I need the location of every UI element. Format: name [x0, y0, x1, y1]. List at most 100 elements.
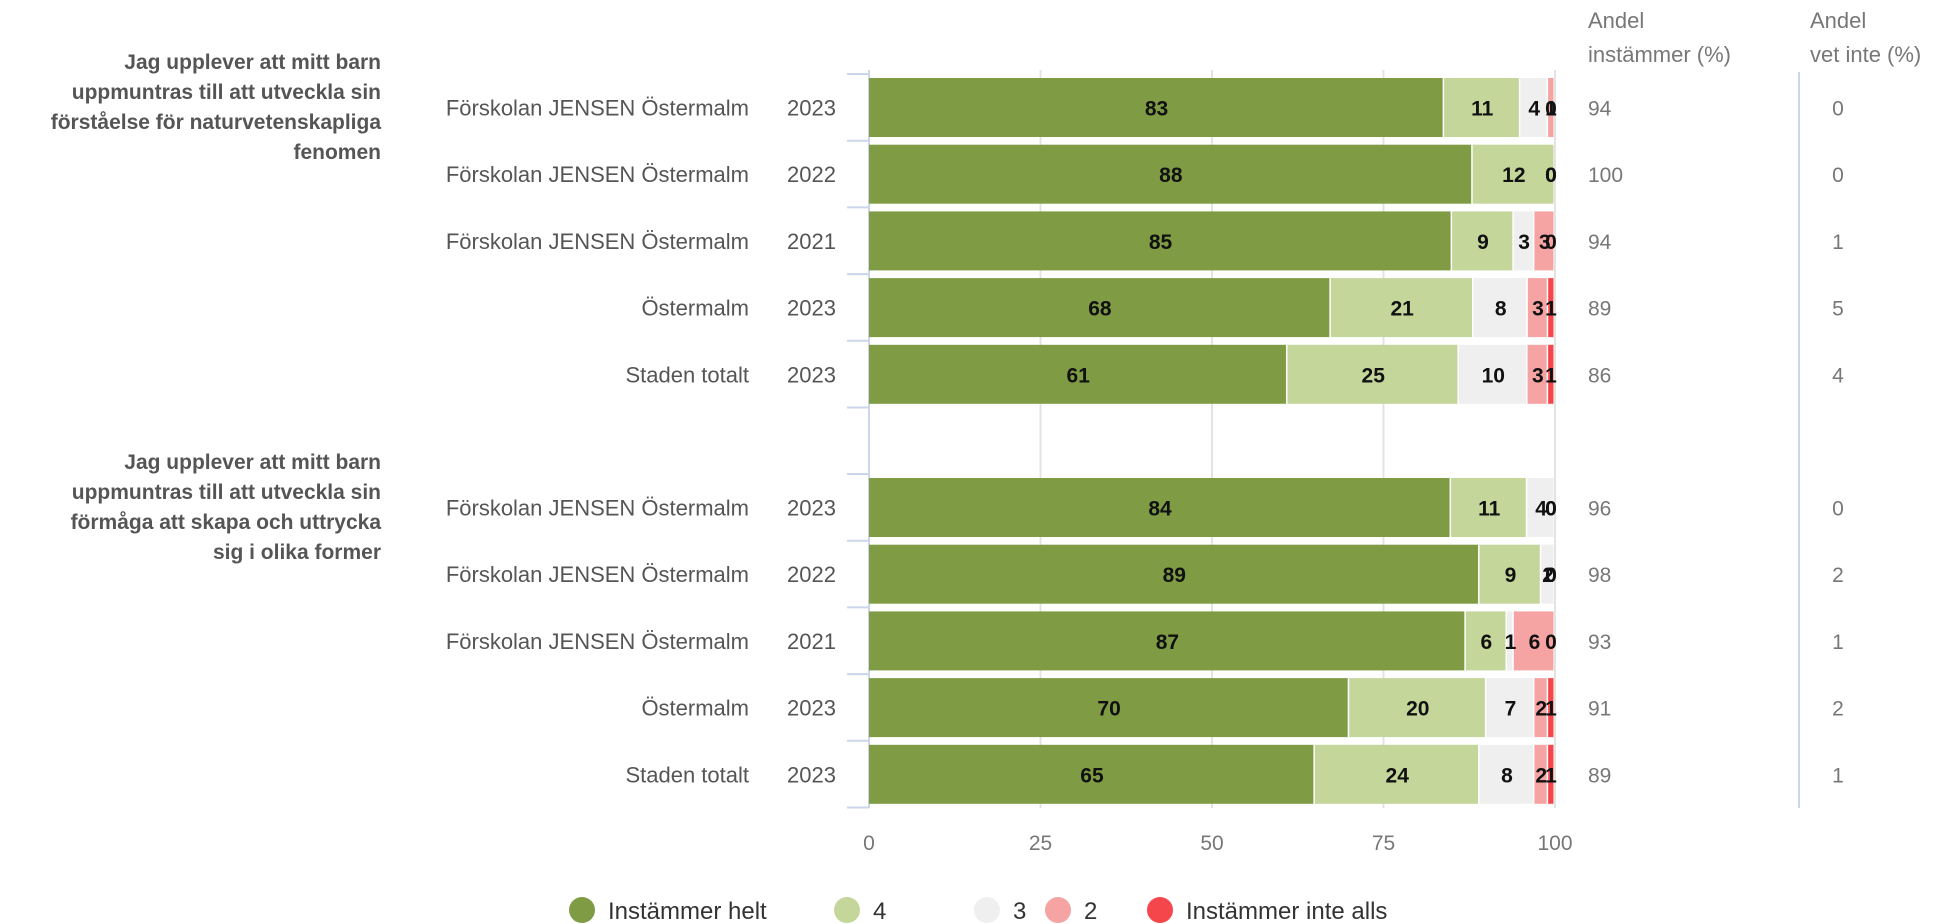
agree-percent: 89: [1588, 298, 1611, 321]
bar-segment-instämmer-inte-alls: [1548, 344, 1554, 404]
row-label: Förskolan JENSEN Östermalm: [446, 229, 749, 254]
bar-segment-2: [1548, 78, 1554, 137]
legend-label: Instämmer helt: [608, 898, 767, 924]
x-tick-label-25: 25: [1029, 832, 1052, 855]
question-title-line: förmåga att skapa och uttrycka: [71, 511, 382, 534]
question-title-line: Jag upplever att mitt barn: [124, 51, 381, 74]
agree-percent: 93: [1588, 631, 1611, 654]
segment-value-label: 0: [1545, 98, 1557, 121]
row-label: Staden totalt: [625, 362, 749, 387]
segment-value-label: 2: [1535, 764, 1547, 787]
row-year: 2022: [787, 162, 836, 187]
bar-segment-2: [1534, 678, 1547, 738]
row-label: Östermalm: [641, 296, 749, 321]
legend-item-instämmer-inte-alls[interactable]: Instämmer inte alls: [1147, 897, 1387, 924]
dontknow-percent: 1: [1832, 231, 1844, 254]
bar-segment-4: [1465, 611, 1506, 671]
segment-value-label: 1: [1545, 298, 1557, 321]
segment-value-label: 70: [1097, 698, 1120, 721]
segment-value-label: 65: [1080, 764, 1104, 787]
segment-value-label: 0: [1545, 164, 1557, 187]
segment-value-label: 11: [1478, 498, 1501, 521]
bar-segment-instämmer-inte-alls: [1548, 278, 1554, 338]
bar-segment-4: [1451, 478, 1526, 537]
segment-value-label: 1: [1545, 764, 1557, 787]
segment-value-label: 24: [1386, 764, 1410, 787]
bar-segment-3: [1458, 344, 1527, 404]
x-tick-label-50: 50: [1200, 832, 1223, 855]
segment-value-label: 85: [1149, 231, 1173, 254]
dontknow-percent: 5: [1832, 298, 1844, 321]
bar-segment-instämmer-helt: [869, 278, 1330, 338]
question-title-line: Jag upplever att mitt barn: [124, 451, 381, 474]
legend-label: Instämmer inte alls: [1186, 898, 1387, 924]
bar-segment-instämmer-inte-alls: [1548, 744, 1554, 804]
legend-marker: [569, 897, 595, 923]
legend-marker: [1045, 897, 1071, 923]
dontknow-percent: 4: [1832, 364, 1844, 387]
segment-value-label: 20: [1406, 698, 1429, 721]
bar-segment-instämmer-helt: [869, 544, 1479, 604]
bar-segment-instämmer-helt: [869, 744, 1314, 804]
segment-value-label: 84: [1148, 498, 1172, 521]
agree-percent: 94: [1588, 231, 1612, 254]
dontknow-percent: 1: [1832, 764, 1844, 787]
agree-percent: 91: [1588, 698, 1611, 721]
dontknow-percent: 2: [1832, 564, 1844, 587]
bar-segment-4: [1287, 344, 1458, 404]
bar-segment-2: [1527, 278, 1547, 338]
legend-item-instämmer-helt[interactable]: Instämmer helt: [569, 897, 767, 924]
bar-segment-4: [1472, 144, 1554, 204]
legend-item-4[interactable]: 4: [834, 897, 886, 924]
segment-value-label: 6: [1529, 631, 1541, 654]
legend-label: 3: [1013, 898, 1026, 924]
row-year: 2023: [787, 96, 836, 121]
x-tick-label-100: 100: [1537, 832, 1572, 855]
segment-value-label: 0: [1545, 498, 1557, 521]
segment-value-label: 8: [1495, 298, 1507, 321]
legend[interactable]: Instämmer helt 4 3 2 Instämmer inte alls: [569, 897, 1387, 924]
bar-segment-4: [1330, 278, 1472, 338]
row-year: 2023: [787, 696, 836, 721]
segment-value-label: 87: [1156, 631, 1179, 654]
dontknow-header-line: vet inte (%): [1810, 42, 1921, 67]
dontknow-percent: 2: [1832, 698, 1844, 721]
dontknow-percent: 1: [1832, 631, 1844, 654]
segment-value-label: 1: [1505, 631, 1517, 654]
row-year: 2023: [787, 496, 836, 521]
row-label: Förskolan JENSEN Östermalm: [446, 562, 749, 587]
bar-segment-2: [1527, 344, 1547, 404]
question-title-line: sig i olika former: [213, 541, 381, 564]
segment-value-label: 25: [1362, 364, 1386, 387]
dontknow-percent: 0: [1832, 164, 1844, 187]
bars-layer: [869, 78, 1554, 804]
bar-segment-3: [1473, 278, 1527, 338]
row-label: Östermalm: [641, 696, 749, 721]
row-label: Förskolan JENSEN Östermalm: [446, 496, 749, 521]
agree-header-line: instämmer (%): [1588, 42, 1731, 67]
segment-value-label: 0: [1545, 231, 1557, 254]
row-year: 2023: [787, 296, 836, 321]
bar-segment-4: [1349, 678, 1485, 738]
segment-value-label: 8: [1501, 764, 1513, 787]
question-title-line: förståelse för naturvetenskapliga: [51, 111, 382, 134]
legend-item-3[interactable]: 3: [974, 897, 1026, 924]
segment-value-label: 1: [1545, 364, 1557, 387]
bar-segment-instämmer-inte-alls: [1548, 678, 1554, 738]
segment-value-label: 7: [1505, 698, 1517, 721]
legend-marker: [1147, 897, 1173, 923]
segment-value-label: 0: [1545, 564, 1557, 587]
segment-value-label: 1: [1545, 98, 1557, 121]
bar-segment-3: [1520, 78, 1547, 137]
segment-value-label: 10: [1482, 364, 1505, 387]
bar-segment-instämmer-helt: [869, 478, 1450, 537]
segment-value-label: 3: [1518, 231, 1530, 254]
segment-value-label: 9: [1477, 231, 1489, 254]
legend-item-2[interactable]: 2: [1045, 897, 1097, 924]
segment-value-label: 83: [1145, 98, 1168, 121]
segment-value-label: 0: [1545, 164, 1557, 187]
bar-segment-3: [1486, 678, 1533, 738]
segment-value-label: 4: [1528, 98, 1540, 121]
segment-value-label: 12: [1502, 164, 1525, 187]
